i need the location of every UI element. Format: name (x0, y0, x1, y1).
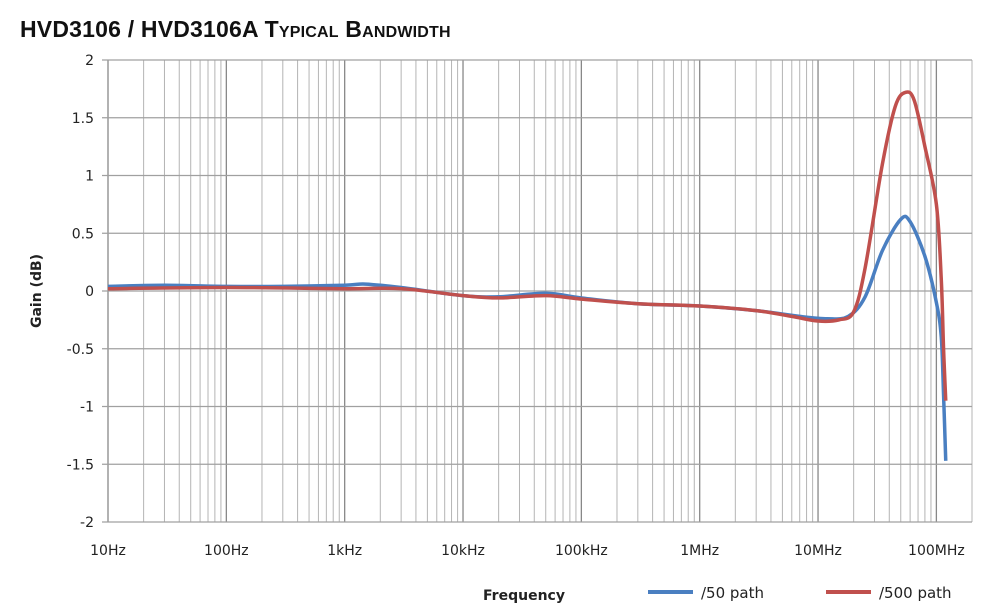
chart-title: HVD3106 / HVD3106A Typical Bandwidth (20, 16, 451, 42)
y-axis-label: Gain (dB) (29, 254, 45, 328)
series-line-500-path (107, 90, 948, 401)
x-tick-label: 100Hz (204, 543, 249, 559)
y-tick-label: -2 (80, 515, 94, 531)
series-lines (107, 90, 948, 461)
y-tick-label: 0.5 (72, 226, 94, 242)
y-tick-label: 2 (85, 53, 94, 69)
x-tick-label: 100kHz (555, 543, 608, 559)
legend-label: /500 path (879, 584, 952, 602)
tick-labels: 2 1.5 1 0.5 0 -0.5 -1 -1.5 -2 10Hz 100Hz 1kHz 10kHz 1… (67, 53, 965, 559)
x-tick-label: 1kHz (327, 543, 362, 559)
x-tick-label: 10kHz (441, 543, 485, 559)
x-tick-label: 100MHz (908, 543, 965, 559)
grid (102, 59, 973, 523)
x-tick-label: 1MHz (680, 543, 719, 559)
y-tick-label: -1.5 (67, 457, 94, 473)
series-line-50-path (107, 214, 948, 461)
legend-label: /50 path (701, 584, 764, 602)
x-axis-label: Frequency (483, 588, 565, 604)
x-tick-label: 10Hz (90, 543, 126, 559)
y-tick-label: 1.5 (72, 111, 94, 127)
y-tick-label: -1 (80, 400, 94, 416)
y-tick-label: 0 (85, 284, 94, 300)
y-tick-label: -0.5 (67, 342, 94, 358)
legend: /50 path/500 path (648, 584, 952, 602)
x-tick-label: 10MHz (794, 543, 842, 559)
y-tick-label: 1 (85, 169, 94, 185)
